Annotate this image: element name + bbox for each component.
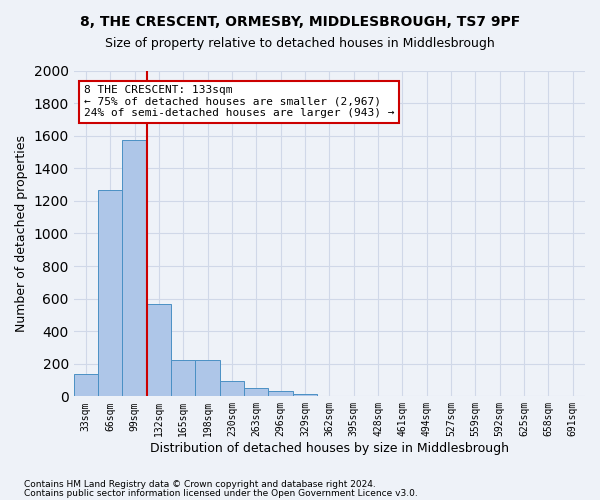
- Bar: [122, 140, 147, 396]
- Text: Size of property relative to detached houses in Middlesbrough: Size of property relative to detached ho…: [105, 38, 495, 51]
- Text: 8 THE CRESCENT: 133sqm
← 75% of detached houses are smaller (2,967)
24% of semi-: 8 THE CRESCENT: 133sqm ← 75% of detached…: [84, 85, 394, 118]
- Bar: [268, 392, 293, 396]
- Bar: [244, 388, 268, 396]
- Text: 8, THE CRESCENT, ORMESBY, MIDDLESBROUGH, TS7 9PF: 8, THE CRESCENT, ORMESBY, MIDDLESBROUGH,…: [80, 15, 520, 29]
- X-axis label: Distribution of detached houses by size in Middlesbrough: Distribution of detached houses by size …: [150, 442, 509, 455]
- Text: Contains public sector information licensed under the Open Government Licence v3: Contains public sector information licen…: [24, 490, 418, 498]
- Bar: [220, 381, 244, 396]
- Bar: [293, 394, 317, 396]
- Bar: [98, 190, 122, 396]
- Bar: [196, 360, 220, 396]
- Y-axis label: Number of detached properties: Number of detached properties: [15, 135, 28, 332]
- Bar: [74, 374, 98, 396]
- Bar: [171, 360, 196, 396]
- Bar: [147, 304, 171, 396]
- Text: Contains HM Land Registry data © Crown copyright and database right 2024.: Contains HM Land Registry data © Crown c…: [24, 480, 376, 489]
